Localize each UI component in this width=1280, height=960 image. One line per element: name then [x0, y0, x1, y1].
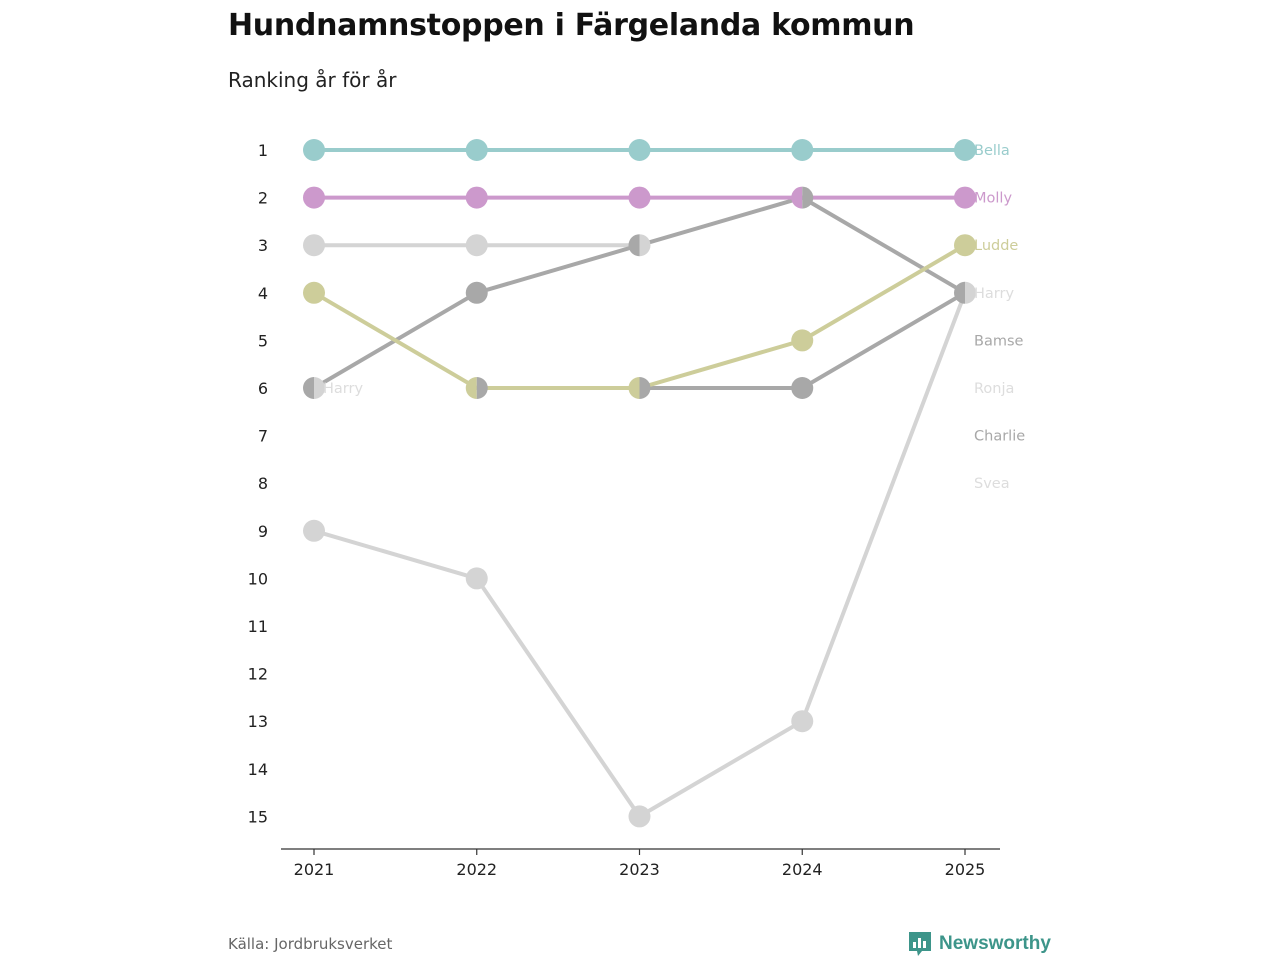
marker-ludde-2024	[791, 329, 814, 352]
marker-ludde-2021	[303, 281, 325, 304]
marker-left-half	[954, 281, 965, 304]
marker-charlie-ludde-2022	[465, 377, 488, 399]
y-tick-label: 3	[258, 236, 268, 255]
y-tick-label: 12	[248, 665, 268, 684]
series-line-bamse	[312, 195, 967, 390]
end-label-ronja: Ronja	[974, 381, 1014, 397]
end-label-svea: Svea	[974, 476, 1010, 492]
newsworthy-logo-icon	[909, 932, 931, 956]
marker-bamse-molly-2024	[791, 186, 814, 209]
marker-bella-2025	[954, 139, 976, 161]
marker-svea-2021	[303, 519, 325, 542]
marker-molly-2023	[628, 186, 651, 209]
x-tick-label: 2025	[945, 860, 986, 879]
marker-bella-2024	[791, 139, 814, 161]
marker-left-half	[791, 186, 803, 209]
y-tick-label: 2	[258, 189, 268, 208]
marker-right-half	[476, 377, 488, 399]
series-markers	[303, 139, 976, 828]
y-tick-label: 9	[258, 522, 268, 541]
inline-label-harry: Harry	[323, 381, 363, 397]
marker-harry-bamse-2021	[303, 377, 325, 399]
marker-molly-2021	[303, 186, 325, 209]
x-tick-label: 2022	[456, 860, 497, 879]
x-tick-label: 2024	[782, 860, 823, 879]
marker-left-half	[628, 234, 640, 257]
y-tick-label: 7	[258, 427, 268, 446]
y-tick-label: 1	[258, 141, 268, 160]
y-tick-label: 10	[248, 569, 268, 588]
x-tick-label: 2021	[294, 860, 335, 879]
marker-charlie-2024	[791, 377, 814, 399]
marker-svea-bamse-charlie-2025	[954, 281, 976, 304]
end-label-harry: Harry	[974, 286, 1014, 302]
x-tick-label: 2023	[619, 860, 660, 879]
chart-subtitle: Ranking år för år	[228, 68, 397, 92]
y-tick-label: 11	[248, 617, 268, 636]
marker-bella-2021	[303, 139, 325, 161]
source-note: Källa: Jordbruksverket	[228, 935, 393, 953]
series-line-svea	[313, 292, 967, 819]
marker-left-half	[465, 377, 477, 399]
y-tick-label: 4	[258, 284, 268, 303]
series-line-ludde	[312, 243, 967, 390]
marker-svea-2022	[465, 567, 488, 590]
marker-right-half	[639, 377, 651, 399]
end-label-bella: Bella	[974, 143, 1010, 159]
marker-bamse-2022	[465, 281, 488, 304]
marker-left-half	[303, 377, 314, 399]
end-label-bamse: Bamse	[974, 333, 1024, 349]
marker-bella-2023	[628, 139, 651, 161]
marker-svea-2023	[628, 805, 651, 828]
y-tick-label: 14	[248, 760, 268, 779]
marker-charlie-ludde-2023	[628, 377, 651, 399]
marker-ronja-bamse-2023	[628, 234, 651, 257]
end-label-charlie: Charlie	[974, 429, 1025, 445]
marker-ludde-2025	[954, 234, 976, 257]
marker-left-half	[628, 377, 640, 399]
marker-svea-2024	[791, 710, 814, 733]
y-tick-label: 5	[258, 331, 268, 350]
end-label-molly: Molly	[974, 191, 1012, 207]
marker-ronja-2021	[303, 234, 325, 257]
marker-right-half	[314, 377, 325, 399]
marker-molly-2025	[954, 186, 976, 209]
y-tick-label: 15	[248, 807, 268, 826]
marker-right-half	[639, 234, 651, 257]
chart-title: Hundnamnstoppen i Färgelanda kommun	[228, 8, 915, 43]
brand-name: Newsworthy	[939, 933, 1051, 954]
y-tick-label: 6	[258, 379, 268, 398]
marker-molly-2022	[465, 186, 488, 209]
marker-ronja-2022	[465, 234, 488, 257]
brand[interactable]: Newsworthy	[907, 930, 1051, 958]
y-tick-label: 13	[248, 712, 268, 731]
marker-bella-2022	[465, 139, 488, 161]
y-tick-label: 8	[258, 474, 268, 493]
marker-right-half	[802, 186, 814, 209]
end-label-ludde: Ludde	[974, 238, 1018, 254]
marker-right-half	[965, 281, 976, 304]
series-line-charlie	[476, 291, 967, 390]
